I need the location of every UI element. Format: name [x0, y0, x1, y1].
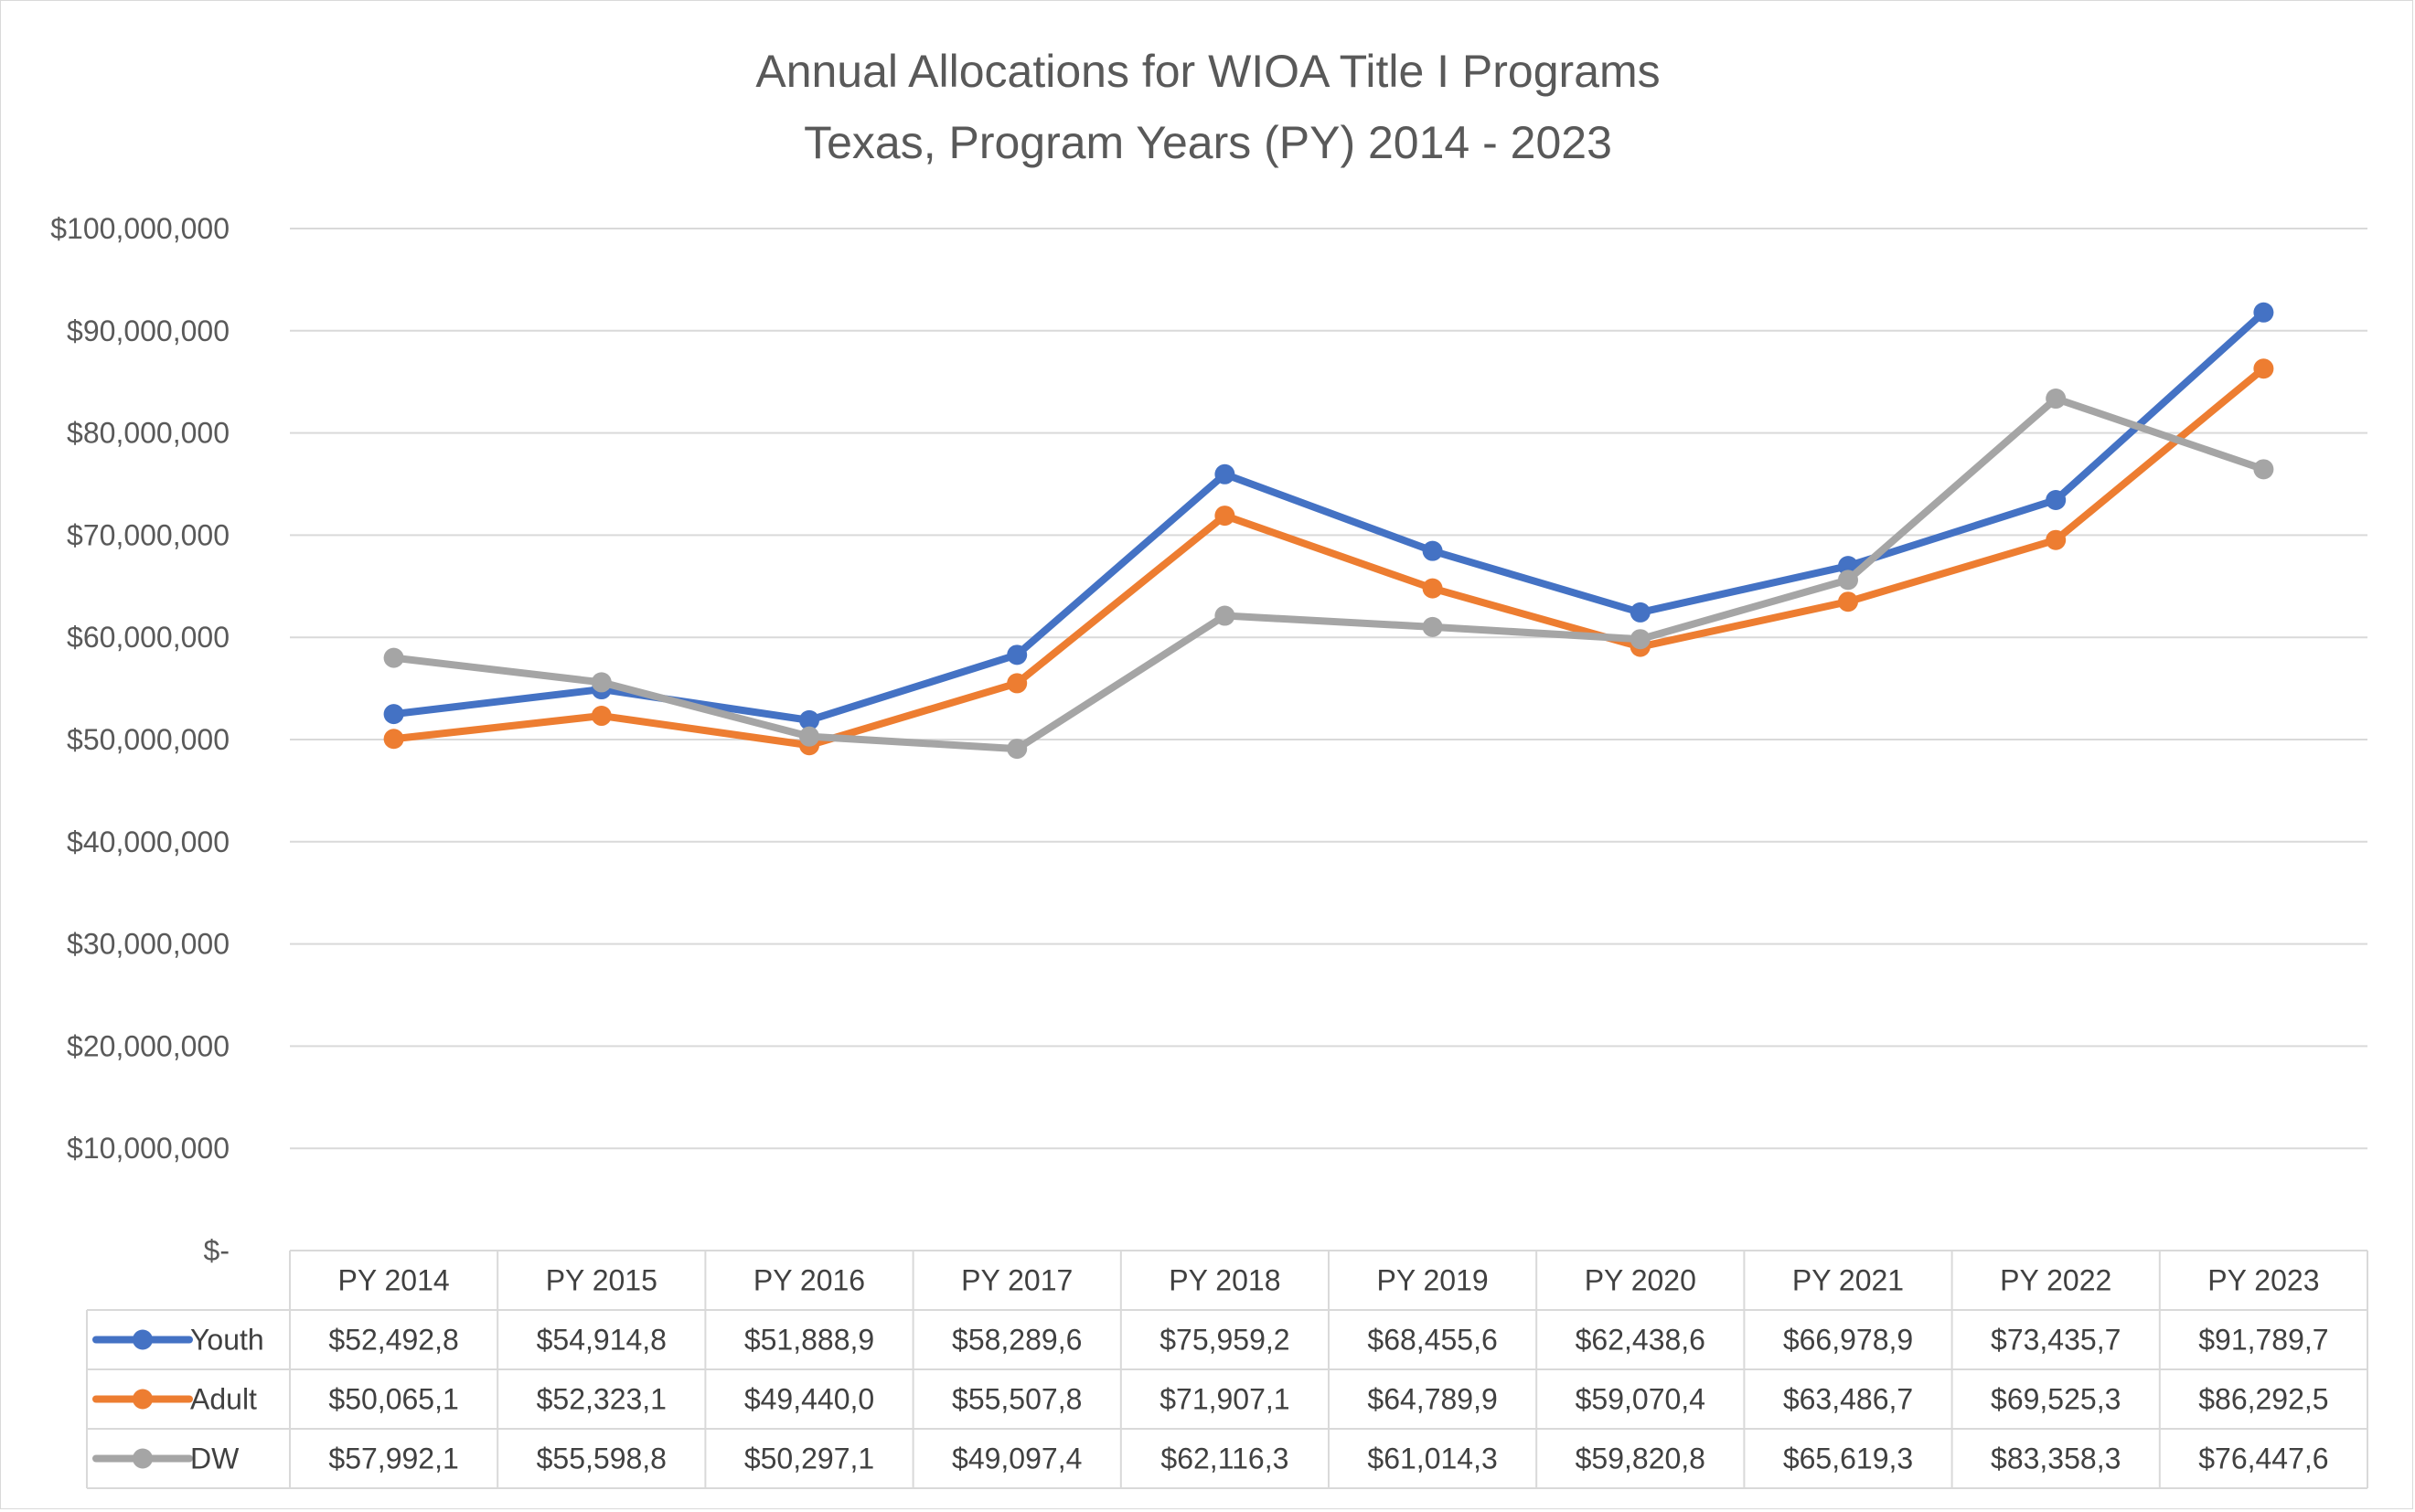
table-cell-value: $71,907,1 [1159, 1383, 1289, 1416]
table-cell-value: $51,888,9 [744, 1324, 874, 1357]
table-cell-value: $64,789,9 [1367, 1383, 1497, 1416]
table-cell-value: $55,507,8 [952, 1383, 1082, 1416]
x-category-label: PY 2023 [2207, 1264, 2319, 1297]
table-cell-value: $57,992,1 [328, 1443, 458, 1475]
data-point [2046, 389, 2067, 410]
y-axis-ticks: $- $10,000,000 $20,000,000 $30,000,000 $40,0… [50, 212, 230, 1267]
legend-key-marker [133, 1448, 153, 1469]
table-cell-value: $76,447,6 [2198, 1443, 2328, 1475]
table-cell-value: $75,959,2 [1159, 1324, 1289, 1357]
table-cell-value: $73,435,7 [1991, 1324, 2121, 1357]
y-tick-label: $40,000,000 [67, 825, 230, 858]
data-point [383, 729, 404, 750]
data-table: PY 2014 PY 2015 PY 2016 PY 2017 PY 2018 PY 20… [86, 1250, 2368, 1489]
series-youth [383, 302, 2274, 730]
data-point [1422, 540, 1443, 561]
table-cell-value: $52,492,8 [328, 1324, 458, 1357]
table-cell-value: $50,065,1 [328, 1383, 458, 1416]
y-tick-label: $60,000,000 [67, 621, 230, 654]
y-tick-label: $90,000,000 [67, 314, 230, 347]
legend-label: DW [190, 1443, 240, 1475]
x-category-label: PY 2017 [961, 1264, 1073, 1297]
y-tick-label: $100,000,000 [50, 212, 230, 245]
data-point [383, 647, 404, 668]
x-category-label: PY 2022 [2000, 1264, 2111, 1297]
series-line [390, 395, 2268, 753]
table-cell-value: $68,455,6 [1367, 1324, 1497, 1357]
table-cell-value: $66,978,9 [1783, 1324, 1913, 1357]
data-point [1630, 602, 1651, 623]
data-point [1007, 739, 1028, 760]
table-cell-value: $62,438,6 [1576, 1324, 1705, 1357]
data-point [1838, 591, 1858, 612]
series-line [390, 365, 2268, 750]
chart-subtitle: Texas, Program Years (PY) 2014 - 2023 [804, 117, 1612, 168]
series-lines [383, 302, 2274, 760]
data-point [2046, 529, 2067, 550]
x-category-label: PY 2015 [546, 1264, 657, 1297]
y-tick-label: $80,000,000 [67, 417, 230, 450]
data-point [1007, 673, 1028, 694]
data-point [1422, 616, 1443, 637]
table-cell-value: $91,789,7 [2198, 1324, 2328, 1357]
y-tick-label: $10,000,000 [67, 1132, 230, 1165]
data-point [1214, 463, 1235, 484]
data-point [2253, 302, 2274, 323]
table-cell-value: $69,525,3 [1991, 1383, 2121, 1416]
data-point [799, 709, 819, 730]
data-point [2253, 358, 2274, 379]
y-tick-label: $30,000,000 [67, 928, 230, 961]
series-line [390, 308, 2268, 724]
x-category-label: PY 2016 [753, 1264, 865, 1297]
table-cell-value: $65,619,3 [1783, 1443, 1913, 1475]
x-category-label: PY 2014 [338, 1264, 450, 1297]
legend-key-marker [133, 1329, 153, 1350]
table-cell-value: $50,297,1 [744, 1443, 874, 1475]
data-point [1214, 506, 1235, 527]
table-cell-value: $54,914,8 [537, 1324, 667, 1357]
table-cell-value: $86,292,5 [2198, 1383, 2328, 1416]
data-point [2046, 489, 2067, 510]
legend-label: Adult [190, 1383, 257, 1416]
data-point [2253, 459, 2274, 480]
legend-key-marker [133, 1389, 153, 1410]
x-category-label: PY 2021 [1792, 1264, 1904, 1297]
data-point [1838, 570, 1858, 591]
table-cell-value: $55,598,8 [537, 1443, 667, 1475]
y-tick-label: $50,000,000 [67, 723, 230, 756]
gridlines [290, 228, 2367, 1150]
series-dw [383, 389, 2274, 760]
legend-label: Youth [190, 1324, 264, 1357]
data-point [591, 672, 612, 693]
table-cell-value: $63,486,7 [1783, 1383, 1913, 1416]
table-cell-value: $58,289,6 [952, 1324, 1082, 1357]
y-tick-label: $70,000,000 [67, 518, 230, 551]
data-point [1630, 629, 1651, 650]
data-point [1007, 644, 1028, 665]
table-cell-value: $59,070,4 [1576, 1383, 1705, 1416]
x-category-label: PY 2018 [1169, 1264, 1280, 1297]
table-cell-value: $59,820,8 [1576, 1443, 1705, 1475]
x-category-label: PY 2020 [1585, 1264, 1696, 1297]
chart-title: Annual Allocations for WIOA Title I Prog… [755, 46, 1660, 97]
data-point [1422, 578, 1443, 599]
x-category-label: PY 2019 [1377, 1264, 1489, 1297]
y-tick-label: $- [204, 1234, 230, 1267]
data-point [591, 706, 612, 727]
y-tick-label: $20,000,000 [67, 1029, 230, 1062]
table-cell-value: $62,116,3 [1160, 1443, 1288, 1475]
data-point [383, 704, 404, 725]
table-cell-value: $49,097,4 [952, 1443, 1082, 1475]
table-cell-value: $52,323,1 [537, 1383, 667, 1416]
data-point [1214, 605, 1235, 626]
table-cell-value: $61,014,3 [1367, 1443, 1497, 1475]
data-point [799, 726, 819, 747]
table-cell-value: $49,440,0 [744, 1383, 874, 1416]
table-cell-value: $83,358,3 [1991, 1443, 2121, 1475]
